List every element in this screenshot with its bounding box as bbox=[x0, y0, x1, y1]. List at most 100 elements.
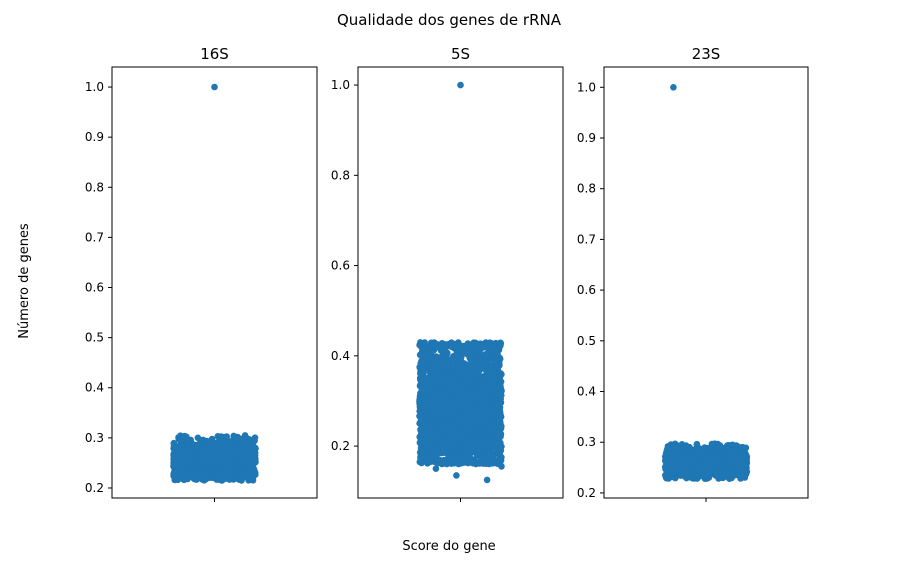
data-point bbox=[242, 469, 250, 477]
data-point bbox=[441, 403, 448, 411]
data-point bbox=[478, 403, 486, 410]
data-point bbox=[498, 392, 505, 399]
data-point bbox=[249, 456, 256, 464]
data-point bbox=[452, 352, 459, 360]
data-point bbox=[428, 421, 436, 429]
data-point bbox=[180, 476, 188, 484]
data-point bbox=[473, 406, 481, 413]
data-point bbox=[238, 455, 245, 463]
data-point bbox=[227, 439, 235, 447]
data-point bbox=[219, 440, 226, 447]
data-point bbox=[496, 342, 504, 350]
data-point bbox=[201, 447, 209, 454]
data-point bbox=[207, 447, 215, 455]
data-point bbox=[490, 413, 497, 421]
data-point bbox=[204, 453, 212, 461]
y-tick-label: 1.0 bbox=[331, 78, 350, 92]
data-point bbox=[191, 452, 199, 460]
data-point bbox=[432, 433, 439, 441]
data-point bbox=[460, 452, 468, 460]
data-point bbox=[487, 451, 494, 459]
data-point bbox=[419, 456, 426, 464]
data-point bbox=[475, 419, 483, 427]
figure-title: Qualidade dos genes de rRNA bbox=[337, 11, 562, 29]
data-point bbox=[479, 413, 486, 420]
data-point bbox=[206, 474, 213, 482]
data-point bbox=[487, 436, 494, 444]
data-point bbox=[455, 363, 462, 371]
data-point bbox=[423, 414, 431, 422]
y-tick-label: 0.6 bbox=[85, 281, 104, 295]
data-point bbox=[240, 435, 247, 442]
data-point bbox=[471, 379, 478, 386]
data-point bbox=[474, 393, 482, 401]
data-point bbox=[419, 343, 427, 350]
data-point bbox=[444, 433, 452, 441]
data-point bbox=[426, 350, 434, 358]
data-point bbox=[455, 415, 463, 422]
data-point bbox=[458, 439, 465, 447]
data-point bbox=[173, 455, 180, 462]
data-point bbox=[483, 387, 491, 395]
data-point bbox=[724, 442, 731, 449]
data-point bbox=[462, 434, 470, 441]
data-point bbox=[460, 381, 468, 389]
data-point bbox=[438, 423, 445, 431]
y-tick-label: 0.3 bbox=[85, 431, 104, 445]
data-point bbox=[456, 397, 464, 405]
outlier-point bbox=[211, 83, 218, 91]
data-point bbox=[462, 368, 470, 376]
data-point bbox=[442, 388, 450, 396]
data-point bbox=[442, 372, 450, 380]
data-point bbox=[485, 370, 493, 377]
data-point bbox=[419, 447, 426, 455]
data-point bbox=[494, 447, 501, 454]
data-point bbox=[250, 444, 257, 452]
data-point bbox=[223, 451, 230, 459]
data-point bbox=[444, 442, 452, 449]
data-point bbox=[479, 438, 487, 446]
y-tick-label: 0.4 bbox=[85, 381, 104, 395]
data-point bbox=[465, 374, 473, 382]
data-point bbox=[451, 376, 459, 384]
data-point bbox=[459, 342, 467, 350]
data-point bbox=[493, 433, 501, 441]
data-point bbox=[482, 352, 490, 360]
data-point bbox=[424, 459, 431, 466]
data-point bbox=[490, 458, 498, 466]
data-point bbox=[181, 433, 188, 440]
data-point bbox=[429, 416, 436, 424]
data-point bbox=[433, 360, 441, 368]
data-point bbox=[185, 439, 192, 446]
data-point bbox=[480, 425, 488, 432]
outlier-point bbox=[457, 81, 464, 89]
data-points bbox=[416, 81, 505, 484]
data-point bbox=[468, 356, 475, 364]
data-point bbox=[462, 412, 469, 420]
axes-frame bbox=[111, 66, 318, 499]
data-point bbox=[175, 434, 182, 441]
data-point bbox=[453, 457, 461, 465]
data-point bbox=[213, 456, 221, 464]
data-point bbox=[452, 342, 460, 350]
y-tick-label: 0.9 bbox=[85, 130, 104, 144]
data-point bbox=[482, 460, 490, 467]
data-point bbox=[485, 346, 492, 353]
data-point bbox=[223, 467, 230, 475]
data-point bbox=[432, 445, 440, 452]
data-point bbox=[477, 363, 485, 370]
y-tick-label: 0.6 bbox=[331, 259, 350, 273]
data-point bbox=[187, 447, 194, 455]
data-point bbox=[197, 451, 204, 458]
data-point bbox=[225, 475, 233, 483]
x-axis-label: Score do gene bbox=[402, 539, 495, 554]
data-point bbox=[230, 451, 237, 458]
data-point bbox=[456, 408, 463, 416]
data-point bbox=[455, 448, 463, 456]
y-tick-label: 0.2 bbox=[331, 439, 350, 453]
data-point bbox=[466, 362, 473, 369]
data-point bbox=[492, 352, 499, 360]
data-point bbox=[472, 424, 479, 431]
data-point bbox=[419, 376, 427, 384]
data-point bbox=[494, 417, 502, 425]
